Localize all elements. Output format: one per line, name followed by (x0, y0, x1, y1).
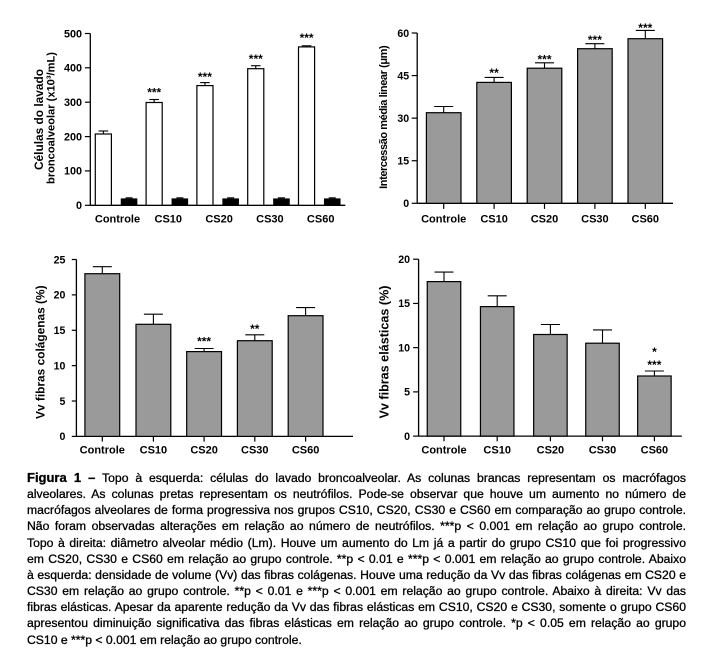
svg-text:60: 60 (397, 28, 409, 40)
svg-text:***: *** (638, 21, 652, 35)
svg-text:100: 100 (64, 166, 82, 178)
svg-text:0: 0 (403, 198, 409, 210)
svg-text:400: 400 (64, 63, 82, 75)
svg-text:20: 20 (398, 254, 410, 266)
svg-text:Células do lavado: Células do lavado (32, 69, 46, 170)
svg-text:0: 0 (59, 431, 65, 443)
svg-text:***: *** (198, 70, 212, 84)
svg-text:CS10: CS10 (155, 213, 183, 225)
svg-text:30: 30 (397, 113, 409, 125)
svg-text:Intercessão média linear (μm): Intercessão média linear (μm) (378, 45, 390, 189)
svg-text:15: 15 (54, 325, 66, 337)
svg-text:45: 45 (397, 70, 409, 82)
svg-text:Vv fibras elásticas (%): Vv fibras elásticas (%) (378, 286, 392, 419)
svg-text:***: *** (647, 358, 661, 372)
svg-text:Controle: Controle (95, 213, 140, 225)
svg-text:***: *** (147, 85, 161, 99)
svg-text:0: 0 (404, 431, 410, 443)
svg-text:15: 15 (398, 298, 410, 310)
svg-text:***: *** (588, 33, 602, 47)
svg-text:CS10: CS10 (480, 213, 508, 225)
svg-text:**: ** (489, 66, 499, 80)
svg-text:CS20: CS20 (537, 444, 565, 456)
svg-text:CS20: CS20 (190, 444, 218, 456)
svg-text:**: ** (250, 322, 260, 336)
svg-text:***: *** (300, 31, 314, 45)
svg-text:5: 5 (59, 396, 65, 408)
svg-text:25: 25 (54, 254, 66, 266)
svg-text:Controle: Controle (80, 444, 125, 456)
svg-text:broncoalveolar (x10³/mL): broncoalveolar (x10³/mL) (46, 52, 58, 184)
svg-text:5: 5 (404, 387, 410, 399)
svg-text:Controle: Controle (421, 213, 466, 225)
svg-text:Vv fibras colágenas (%): Vv fibras colágenas (%) (33, 285, 47, 419)
svg-text:CS10: CS10 (483, 444, 511, 456)
svg-text:300: 300 (64, 97, 82, 109)
svg-text:CS60: CS60 (641, 444, 669, 456)
svg-text:CS30: CS30 (256, 213, 284, 225)
svg-text:CS20: CS20 (531, 213, 559, 225)
svg-text:0: 0 (76, 200, 82, 212)
svg-text:20: 20 (54, 290, 66, 302)
svg-text:***: *** (197, 335, 211, 349)
svg-text:10: 10 (54, 360, 66, 372)
svg-text:***: *** (249, 52, 263, 66)
svg-text:10: 10 (398, 342, 410, 354)
svg-text:200: 200 (64, 131, 82, 143)
svg-text:15: 15 (397, 156, 409, 168)
svg-text:CS60: CS60 (292, 444, 320, 456)
svg-text:***: *** (537, 52, 551, 66)
svg-text:CS60: CS60 (307, 213, 335, 225)
svg-text:CS30: CS30 (241, 444, 269, 456)
svg-text:CS10: CS10 (140, 444, 168, 456)
svg-text:500: 500 (64, 28, 82, 40)
svg-text:CS20: CS20 (205, 213, 233, 225)
svg-text:CS60: CS60 (632, 213, 660, 225)
svg-text:Controle: Controle (421, 444, 466, 456)
svg-text:*: * (652, 345, 657, 359)
svg-text:CS30: CS30 (589, 444, 617, 456)
svg-text:CS30: CS30 (581, 213, 609, 225)
